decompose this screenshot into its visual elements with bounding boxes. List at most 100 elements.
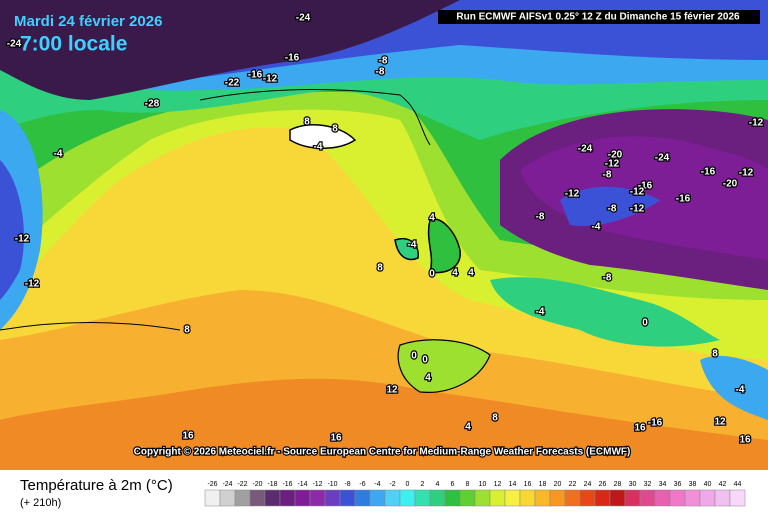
map-label: 4 [452, 268, 458, 279]
scale-swatch [219, 489, 236, 507]
time: 7:00 locale [20, 33, 127, 56]
map-label: -4 [408, 240, 417, 251]
map-label: 12 [386, 385, 398, 396]
map-label: 4 [465, 422, 471, 433]
scale-label: 8 [466, 481, 470, 488]
map-label: 0 [429, 269, 435, 280]
map-label: -8 [376, 67, 385, 78]
map-label: -16 [648, 418, 663, 429]
map-label: -16 [676, 194, 691, 205]
map-label: -16 [638, 181, 653, 192]
scale-swatch [549, 489, 566, 507]
scale-swatch [624, 489, 641, 507]
scale-label: -14 [297, 481, 307, 488]
map-label: 8 [492, 413, 498, 424]
scale-swatch [414, 489, 431, 507]
scale-label: 4 [436, 481, 440, 488]
map-label: 8 [184, 325, 190, 336]
map-label: -12 [749, 118, 764, 129]
scale-label: 6 [451, 481, 455, 488]
map-label: 16 [739, 435, 751, 446]
scale-label: -20 [252, 481, 262, 488]
scale-label: -16 [282, 481, 292, 488]
scale-label: -10 [327, 481, 337, 488]
map-label: -20 [723, 179, 738, 190]
map-label: -22 [225, 78, 240, 89]
scale-swatch [294, 489, 311, 507]
map-label: -12 [25, 279, 40, 290]
scale-swatch [729, 489, 746, 507]
map-label: 16 [330, 433, 342, 444]
map-label: -24 [7, 39, 22, 50]
scale-label: 34 [659, 481, 667, 488]
scale-swatch [444, 489, 461, 507]
map-label: -8 [608, 204, 617, 215]
map-label: 4 [468, 268, 474, 279]
scale-swatch [339, 489, 356, 507]
map-label: -4 [54, 149, 63, 160]
scale-swatch [429, 489, 446, 507]
map-label: -8 [603, 273, 612, 284]
scale-swatch [384, 489, 401, 507]
map-label: 16 [634, 423, 646, 434]
scale-swatch [654, 489, 671, 507]
map-label: -4 [736, 385, 745, 396]
scale-swatch [504, 489, 521, 507]
map-label: -16 [285, 53, 300, 64]
scale-label: -8 [344, 481, 350, 488]
scale-label: 14 [509, 481, 517, 488]
scale-swatch [714, 489, 731, 507]
scale-label: -24 [222, 481, 232, 488]
scale-label: -2 [389, 481, 395, 488]
map-label: -4 [592, 222, 601, 233]
map-label: -4 [536, 307, 545, 318]
scale-label: 10 [479, 481, 487, 488]
scale-swatch [204, 489, 221, 507]
scale-swatch [264, 489, 281, 507]
scale-label: 22 [569, 481, 577, 488]
scale-label: 30 [629, 481, 637, 488]
footer-lead: (+ 210h) [20, 497, 61, 509]
map-label: -24 [296, 13, 311, 24]
scale-label: 44 [734, 481, 742, 488]
scale-swatch [594, 489, 611, 507]
scale-swatch [534, 489, 551, 507]
scale-swatch [279, 489, 296, 507]
scale-label: 18 [539, 481, 547, 488]
run-info: Run ECMWF AIFSv1 0.25° 12 Z du Dimanche … [456, 12, 740, 23]
scale-label: 2 [421, 481, 425, 488]
scale-label: 24 [584, 481, 592, 488]
scale-label: 38 [689, 481, 697, 488]
map-label: 0 [642, 318, 648, 329]
scale-swatch [369, 489, 386, 507]
map-label: -4 [314, 142, 323, 153]
map-label: -12 [15, 234, 30, 245]
map-label: 8 [304, 117, 310, 128]
map-label: -8 [379, 56, 388, 67]
scale-label: 40 [704, 481, 712, 488]
map-label: 8 [377, 263, 383, 274]
map-label: 4 [425, 373, 431, 384]
scale-label: 36 [674, 481, 682, 488]
footer-title: Température à 2m (°C) [20, 477, 173, 494]
date: Mardi 24 février 2026 [14, 13, 162, 30]
scale-label: -6 [359, 481, 365, 488]
copyright: Copyright © 2026 Meteociel.fr - Source E… [134, 447, 631, 458]
color-scale: -26 -24 -22 -20 -18 -16 -14 -12 -10 -8 -6 -4 -2 0 2 4 6 8… [204, 481, 746, 507]
map-label: -12 [605, 159, 620, 170]
scale-label: 20 [554, 481, 562, 488]
scale-swatch [669, 489, 686, 507]
map-label: 0 [411, 351, 417, 362]
scale-swatch [609, 489, 626, 507]
map-label: 8 [712, 349, 718, 360]
scale-swatch [684, 489, 701, 507]
map-label: 16 [182, 431, 194, 442]
scale-label: 42 [719, 481, 727, 488]
scale-swatch [474, 489, 491, 507]
scale-swatch [324, 489, 341, 507]
map-label: -16 [248, 70, 263, 81]
map-label: -20 [608, 150, 623, 161]
